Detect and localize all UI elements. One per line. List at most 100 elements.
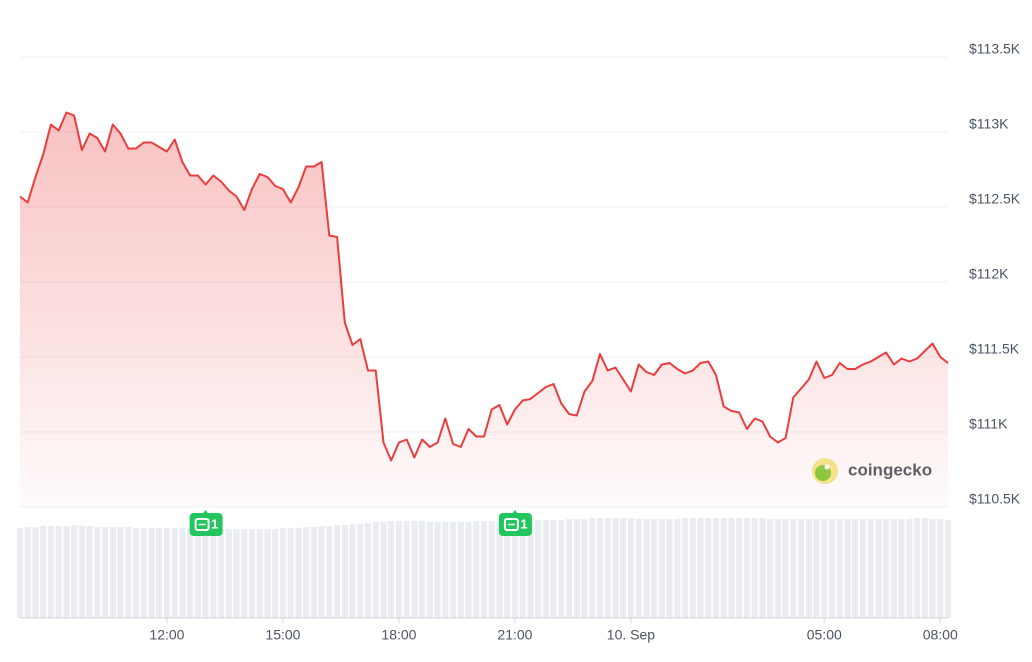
volume-bar bbox=[272, 529, 279, 618]
news-marker[interactable]: 1 bbox=[189, 510, 223, 536]
volume-bar bbox=[187, 528, 194, 618]
volume-bar bbox=[937, 519, 944, 618]
y-tick-label: $112.5K bbox=[969, 191, 1021, 207]
volume-bar bbox=[859, 519, 867, 618]
volume-bar bbox=[813, 519, 820, 618]
volume-bar bbox=[612, 518, 619, 618]
volume-bar bbox=[527, 520, 534, 618]
volume-bar bbox=[890, 519, 897, 618]
volume-bar bbox=[225, 529, 232, 618]
volume-bar bbox=[558, 520, 565, 618]
volume-bar bbox=[194, 528, 201, 618]
plot-layer bbox=[19, 111, 949, 507]
volume-bar bbox=[457, 522, 464, 618]
volume-bar bbox=[596, 518, 604, 618]
volume-bar bbox=[171, 528, 178, 618]
volume-bar bbox=[333, 525, 341, 618]
volume-bar bbox=[295, 528, 302, 618]
volume-bar bbox=[426, 522, 433, 618]
volume-bar bbox=[179, 528, 186, 618]
volume-bar bbox=[63, 526, 70, 618]
volume-bar bbox=[264, 529, 271, 618]
volume-bar bbox=[248, 529, 256, 618]
volume-bar bbox=[751, 518, 758, 618]
volume-bar bbox=[821, 519, 828, 618]
volume-bar bbox=[210, 529, 217, 618]
volume-bar bbox=[929, 519, 936, 618]
volume-bar bbox=[620, 518, 627, 618]
volume-bar bbox=[372, 522, 379, 618]
volume-bar bbox=[797, 519, 805, 618]
volume-bar bbox=[898, 519, 905, 618]
news-icon bbox=[503, 518, 519, 531]
volume-bar bbox=[117, 527, 124, 618]
volume-bar bbox=[380, 522, 387, 618]
volume-bar bbox=[32, 527, 39, 618]
volume-bar bbox=[318, 526, 325, 618]
volume-bar bbox=[643, 519, 650, 618]
volume-bar bbox=[589, 518, 596, 618]
volume-bar bbox=[913, 518, 921, 618]
volume-bar bbox=[921, 518, 928, 618]
x-tick-label: 21:00 bbox=[497, 627, 532, 643]
volume-bar bbox=[24, 527, 31, 618]
volume-bar bbox=[411, 521, 418, 618]
volume-bar bbox=[326, 526, 333, 618]
volume-bar bbox=[852, 519, 859, 618]
news-marker[interactable]: 1 bbox=[498, 510, 532, 536]
volume-bar bbox=[550, 520, 557, 618]
volume-bar bbox=[403, 521, 410, 618]
price-line bbox=[19, 111, 949, 462]
volume-bar bbox=[511, 521, 519, 618]
news-count: 1 bbox=[211, 516, 218, 531]
volume-bar bbox=[256, 529, 263, 618]
price-area bbox=[20, 112, 948, 507]
y-tick-label: $111K bbox=[969, 416, 1008, 432]
volume-bar bbox=[156, 528, 163, 618]
volume-bar bbox=[47, 526, 55, 618]
volume-bar bbox=[875, 519, 882, 618]
volume-bar bbox=[94, 527, 101, 618]
volume-bar bbox=[442, 522, 449, 618]
volume-bar bbox=[78, 526, 85, 618]
volume-bar bbox=[101, 527, 109, 618]
volume-bar bbox=[689, 518, 696, 618]
volume-bar bbox=[217, 529, 225, 618]
volume-bar bbox=[712, 518, 720, 618]
volume-bar bbox=[635, 519, 642, 618]
y-tick-label: $110.5K bbox=[969, 491, 1021, 507]
volume-bar bbox=[71, 525, 78, 618]
volume-bar bbox=[419, 521, 426, 618]
y-tick-label: $113K bbox=[969, 116, 1009, 132]
volume-bar bbox=[16, 528, 24, 618]
volume-bar bbox=[132, 528, 140, 618]
volume-bar bbox=[774, 519, 781, 618]
volume-bar bbox=[287, 528, 294, 618]
volume-bar bbox=[434, 522, 441, 618]
volume-bar bbox=[565, 519, 573, 618]
x-tick-label: 18:00 bbox=[381, 627, 416, 643]
volume-bar bbox=[828, 519, 836, 618]
volume-bar bbox=[449, 522, 457, 618]
volume-bar bbox=[883, 519, 890, 618]
watermark-text: coingecko bbox=[848, 460, 932, 479]
volume-bar bbox=[241, 529, 248, 618]
volume-bar bbox=[388, 521, 395, 618]
volume-bar bbox=[504, 521, 511, 618]
volume-bar bbox=[728, 518, 735, 618]
volume-bar bbox=[906, 519, 913, 618]
axes-layer: $110.5K $111K $111.5K $112K $112.5K $113K $113… bbox=[20, 41, 1021, 643]
volume-bar bbox=[233, 529, 240, 618]
y-tick-label: $111.5K bbox=[969, 341, 1020, 357]
volume-layer bbox=[16, 518, 952, 618]
volume-bar bbox=[202, 528, 209, 618]
volume-bar bbox=[666, 519, 673, 618]
volume-bar bbox=[573, 519, 580, 618]
volume-bar bbox=[736, 518, 743, 618]
volume-bar bbox=[349, 524, 356, 618]
news-count: 1 bbox=[520, 516, 527, 531]
volume-bar bbox=[697, 518, 704, 618]
volume-bar bbox=[310, 527, 317, 618]
